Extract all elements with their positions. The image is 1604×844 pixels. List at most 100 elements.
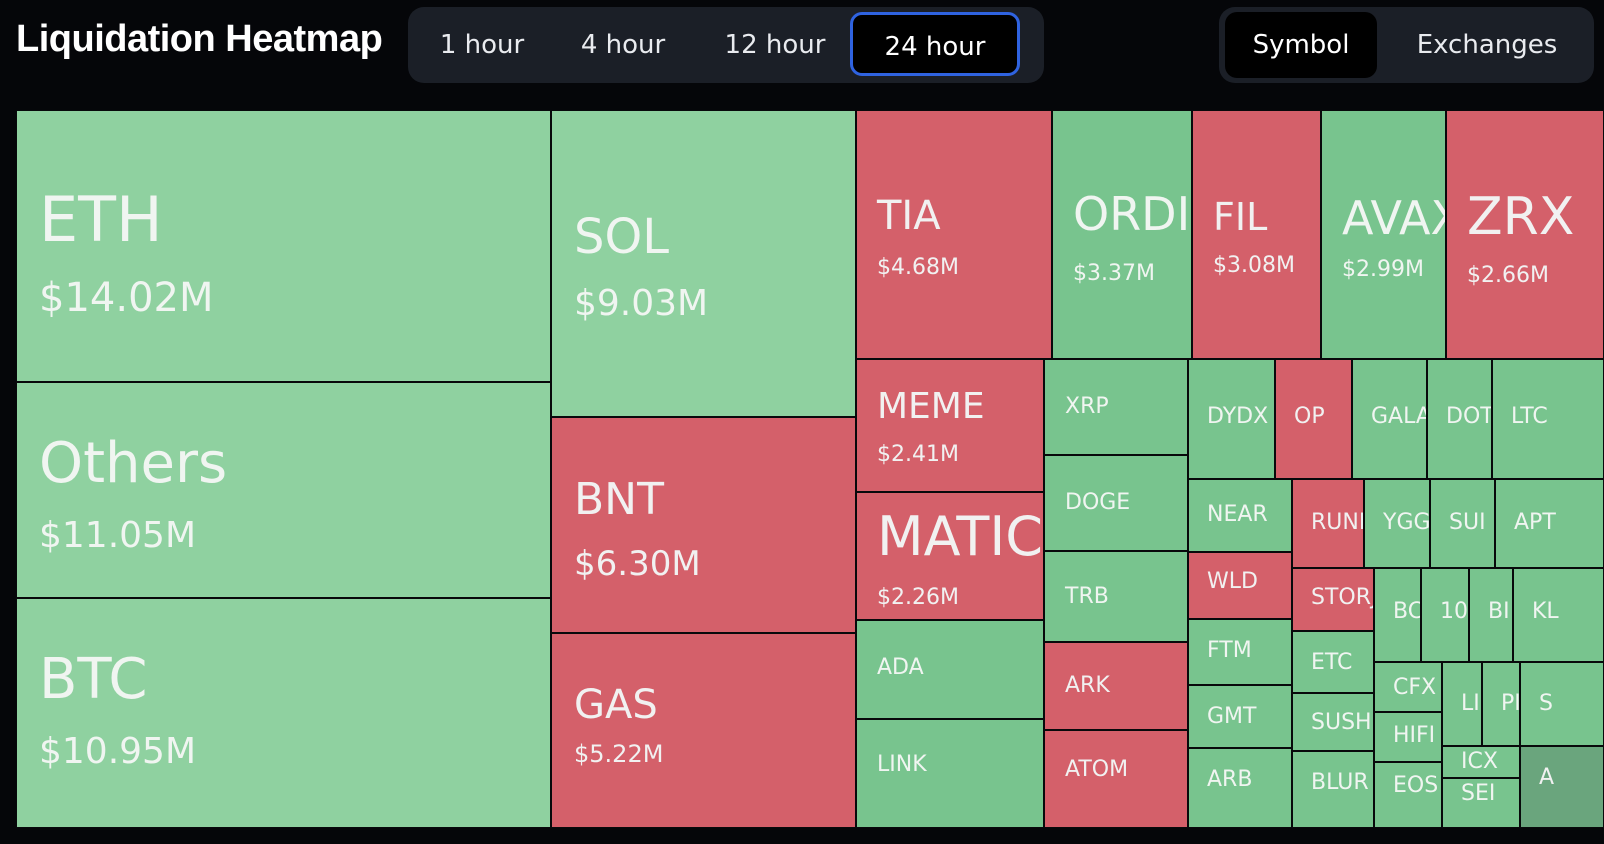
heatmap-cell-ygg[interactable]: YGG xyxy=(1364,479,1430,568)
cell-symbol: MEME xyxy=(877,386,985,427)
cell-symbol: OP xyxy=(1294,404,1325,429)
heatmap-cell-storj[interactable]: STORJ xyxy=(1292,568,1374,631)
heatmap-cell-bi[interactable]: BI xyxy=(1469,568,1513,662)
heatmap-cell-etc[interactable]: ETC xyxy=(1292,631,1374,693)
cell-symbol: YGG xyxy=(1383,510,1430,535)
heatmap-cell-10[interactable]: 10 xyxy=(1421,568,1469,662)
heatmap-cell-dot[interactable]: DOT xyxy=(1427,359,1492,479)
heatmap-cell-doge[interactable]: DOGE xyxy=(1044,455,1188,551)
heatmap-cell-wld[interactable]: WLD xyxy=(1188,552,1292,619)
cell-symbol: ADA xyxy=(877,655,924,680)
cell-symbol: DOGE xyxy=(1065,490,1131,515)
cell-symbol: AVAX xyxy=(1342,191,1445,245)
view-exchanges-button[interactable]: Exchanges xyxy=(1416,30,1558,60)
heatmap-cell-eth[interactable]: ETH $14.02M xyxy=(16,110,551,382)
cell-symbol: BLUR xyxy=(1311,770,1369,795)
heatmap-cell-sol[interactable]: SOL $9.03M xyxy=(551,110,856,417)
heatmap-cell-cfx[interactable]: CFX xyxy=(1374,662,1442,712)
cell-symbol: 10 xyxy=(1440,599,1468,624)
cell-symbol: APT xyxy=(1514,510,1556,535)
timeframe-12-hour-button[interactable]: 12 hour xyxy=(724,30,826,60)
cell-symbol: EOS xyxy=(1393,773,1439,798)
cell-amount: $2.99M xyxy=(1342,257,1424,282)
heatmap-cell-hifi[interactable]: HIFI xyxy=(1374,712,1442,762)
cell-amount: $5.22M xyxy=(574,740,664,768)
heatmap-cell-li[interactable]: LI xyxy=(1442,662,1482,746)
cell-symbol: DOT xyxy=(1446,404,1492,429)
timeframe-selector: 1 hour 4 hour 12 hour 24 hour xyxy=(408,7,1044,83)
cell-amount: $2.66M xyxy=(1467,263,1549,288)
cell-symbol: ORDI xyxy=(1073,187,1191,241)
cell-symbol: FIL xyxy=(1213,195,1268,239)
cell-symbol: BTC xyxy=(39,647,148,712)
heatmap-cell-op[interactable]: OP xyxy=(1275,359,1352,479)
heatmap-cell-sui[interactable]: SUI xyxy=(1430,479,1495,568)
cell-symbol: HIFI xyxy=(1393,723,1436,748)
cell-symbol: GMT xyxy=(1207,704,1257,729)
heatmap-cell-meme[interactable]: MEME $2.41M xyxy=(856,359,1044,492)
heatmap-cell-s[interactable]: S xyxy=(1520,662,1604,746)
cell-symbol: KL xyxy=(1532,599,1559,624)
heatmap-cell-apt[interactable]: APT xyxy=(1495,479,1604,568)
heatmap-cell-rune[interactable]: RUNE xyxy=(1292,479,1364,568)
timeframe-1-hour-button[interactable]: 1 hour xyxy=(439,30,525,60)
heatmap-cell-link[interactable]: LINK xyxy=(856,719,1044,828)
cell-symbol: ARB xyxy=(1207,767,1253,792)
heatmap-cell-arb[interactable]: ARB xyxy=(1188,748,1292,828)
heatmap-cell-ltc[interactable]: LTC xyxy=(1492,359,1604,479)
heatmap-cell-bc[interactable]: BC xyxy=(1374,568,1421,662)
heatmap-cell-gala[interactable]: GALA xyxy=(1352,359,1427,479)
cell-symbol: LI xyxy=(1461,691,1480,716)
heatmap-cell-sushi[interactable]: SUSHI xyxy=(1292,693,1374,751)
heatmap-cell-avax[interactable]: AVAX $2.99M xyxy=(1321,110,1446,359)
heatmap-cell-gmt[interactable]: GMT xyxy=(1188,685,1292,748)
view-selector: Symbol Exchanges xyxy=(1219,7,1594,83)
heatmap-cell-near[interactable]: NEAR xyxy=(1188,479,1292,552)
cell-symbol: SEI xyxy=(1461,781,1496,806)
heatmap-cell-ada[interactable]: ADA xyxy=(856,620,1044,719)
cell-amount: $2.26M xyxy=(877,585,959,610)
cell-symbol: ICX xyxy=(1461,749,1498,774)
cell-symbol: BI xyxy=(1488,599,1510,624)
timeframe-24-hour-button[interactable]: 24 hour xyxy=(850,12,1020,76)
heatmap-cell-pi[interactable]: PI xyxy=(1482,662,1520,746)
cell-amount: $11.05M xyxy=(39,515,197,556)
heatmap-cell-blur[interactable]: BLUR xyxy=(1292,751,1374,828)
heatmap-cell-ordi[interactable]: ORDI $3.37M xyxy=(1052,110,1192,359)
heatmap-cell-eos[interactable]: EOS xyxy=(1374,762,1442,828)
cell-amount: $9.03M xyxy=(574,283,709,324)
cell-symbol: NEAR xyxy=(1207,502,1268,527)
heatmap-cell-dydx[interactable]: DYDX xyxy=(1188,359,1275,479)
heatmap-cell-fil[interactable]: FIL $3.08M xyxy=(1192,110,1321,359)
cell-symbol: FTM xyxy=(1207,638,1252,663)
heatmap-cell-kl[interactable]: KL xyxy=(1513,568,1604,662)
cell-amount: $4.68M xyxy=(877,255,959,280)
view-symbol-button[interactable]: Symbol xyxy=(1225,12,1377,78)
heatmap-cell-others[interactable]: Others $11.05M xyxy=(16,382,551,598)
heatmap-cell-matic[interactable]: MATIC $2.26M xyxy=(856,492,1044,620)
timeframe-4-hour-button[interactable]: 4 hour xyxy=(580,30,666,60)
cell-symbol: BNT xyxy=(574,474,664,525)
heatmap-cell-gas[interactable]: GAS $5.22M xyxy=(551,633,856,828)
heatmap-cell-btc[interactable]: BTC $10.95M xyxy=(16,598,551,828)
cell-symbol: GAS xyxy=(574,682,658,728)
heatmap-cell-trb[interactable]: TRB xyxy=(1044,551,1188,642)
cell-symbol: SUI xyxy=(1449,510,1486,535)
cell-symbol: DYDX xyxy=(1207,404,1269,429)
heatmap-cell-bnt[interactable]: BNT $6.30M xyxy=(551,417,856,633)
heatmap-cell-xrp[interactable]: XRP xyxy=(1044,359,1188,455)
cell-symbol: A xyxy=(1539,765,1555,790)
heatmap-cell-atom[interactable]: ATOM xyxy=(1044,730,1188,828)
heatmap-cell-zrx[interactable]: ZRX $2.66M xyxy=(1446,110,1604,359)
heatmap-cell-tia[interactable]: TIA $4.68M xyxy=(856,110,1052,359)
cell-symbol: SOL xyxy=(574,209,669,265)
heatmap-cell-icx[interactable]: ICX xyxy=(1442,746,1520,778)
cell-symbol: RUNE xyxy=(1311,510,1363,535)
heatmap-cell-sei[interactable]: SEI xyxy=(1442,778,1520,828)
heatmap-cell-a[interactable]: A xyxy=(1520,746,1604,828)
cell-symbol: ETH xyxy=(39,183,163,256)
heatmap-cell-ark[interactable]: ARK xyxy=(1044,642,1188,730)
heatmap-cell-ftm[interactable]: FTM xyxy=(1188,619,1292,685)
cell-symbol: ETC xyxy=(1311,650,1353,675)
liquidation-heatmap: ETH $14.02M Others $11.05M BTC $10.95M SOL $9.0… xyxy=(16,110,1604,828)
